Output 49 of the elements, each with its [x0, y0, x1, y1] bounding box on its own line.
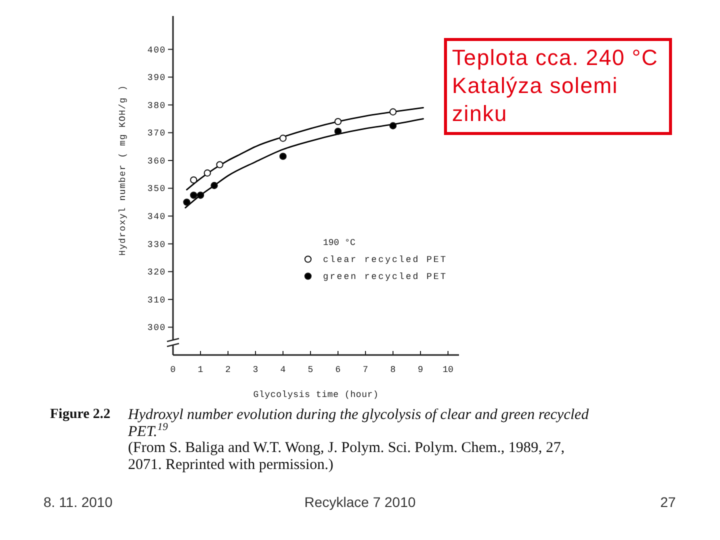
y-tick-label: 340 — [147, 212, 166, 222]
point — [190, 192, 198, 199]
y-tick-label: 300 — [147, 323, 166, 334]
point — [190, 176, 198, 184]
y-tick-label: 350 — [147, 184, 166, 194]
y-tick-label: 310 — [147, 295, 166, 306]
line-series — [186, 106, 424, 190]
y-axis-title: Hydroxyl number ( mg KOH/g ) — [118, 84, 128, 256]
x-tick-label: 0 — [170, 365, 176, 375]
x-axis-title: Glycolysis time (hour) — [253, 390, 379, 400]
point — [216, 161, 224, 168]
y-tick-label: 390 — [147, 73, 166, 84]
point — [204, 169, 211, 177]
y-tick-label: 400 — [147, 45, 166, 56]
x-tick-label: 7 — [362, 365, 368, 375]
text: Hydroxyl number evolution during the glycolysis of clear and green recycled PET.$^{19}$ — [128, 407, 590, 440]
line-series — [184, 118, 424, 208]
text: (From S. Baliga and W.T. Wong, J. Polym. Sci. Polym. Chem., 1989, 27, 2071. Reprinted with permission.) — [128, 440, 566, 474]
point — [334, 118, 342, 126]
x-tick-label: 9 — [418, 365, 424, 375]
x-tick-label: 8 — [390, 365, 396, 375]
x-tick-label: 1 — [198, 365, 204, 375]
y-tick-label: 330 — [147, 240, 166, 250]
legend-title: 190 °C — [323, 238, 356, 248]
point — [196, 192, 204, 199]
x-tick-label: 6 — [335, 365, 341, 375]
y-tick-label: 360 — [147, 156, 166, 166]
text: Figure 2.2 — [50, 407, 110, 424]
x-tick-label: 3 — [252, 365, 258, 375]
x-tick-label: 2 — [225, 365, 231, 375]
x-tick-label: 4 — [280, 365, 286, 375]
legend-label: green recycled PET — [323, 272, 448, 282]
point — [183, 198, 190, 206]
point — [389, 108, 397, 116]
legend-label: clear recycled PET — [323, 255, 448, 266]
y-tick-label: 380 — [147, 100, 166, 111]
point — [279, 134, 287, 142]
text: 8. 11. 2010 — [43, 494, 113, 510]
text: Recyklace 7 2010 — [304, 494, 416, 510]
point — [210, 182, 218, 190]
y-tick-label: 320 — [147, 268, 166, 278]
point — [389, 122, 397, 130]
y-tick-label: 370 — [147, 128, 166, 139]
point — [334, 128, 342, 135]
annotation: Teplota cca. 240 °C Katalýza solemi zinku — [452, 44, 658, 128]
x-tick-label: 5 — [308, 365, 314, 375]
text: 27 — [660, 494, 676, 510]
point — [279, 152, 287, 160]
x-tick-label: 10 — [442, 365, 454, 375]
